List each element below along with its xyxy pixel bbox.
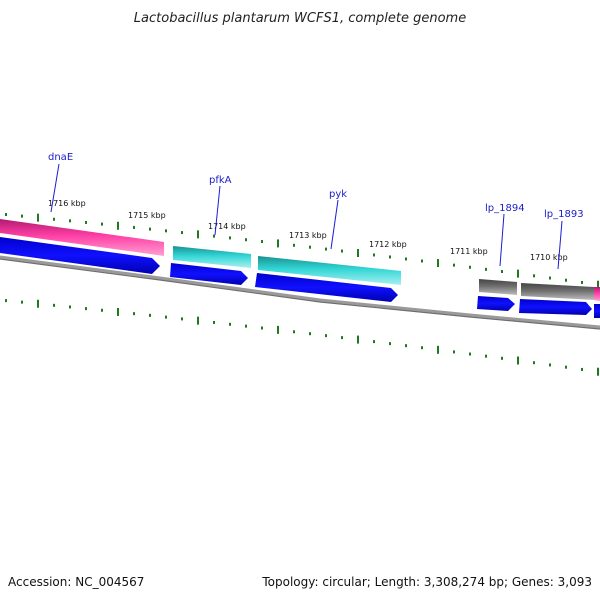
scale-label-1711: 1711 kbp (450, 247, 488, 256)
genome-backbone (0, 255, 600, 330)
scale-label-1714: 1714 kbp (208, 222, 246, 231)
scale-label-1712: 1712 kbp (369, 240, 407, 249)
scale-label-1710: 1710 kbp (530, 253, 568, 262)
callout-line-lp-1894 (499, 213, 505, 267)
cds-arrow-edge[interactable] (594, 304, 600, 318)
callout-line-pyk (330, 199, 339, 250)
gene-feature-track (0, 219, 600, 301)
gene-label-lp-1894[interactable]: lp_1894 (485, 203, 525, 214)
callout-line-pfka (214, 185, 221, 236)
callout-line-lp-1893 (557, 220, 563, 270)
cds-arrow-pyk[interactable] (255, 273, 398, 302)
gene-label-dnae[interactable]: dnaE (48, 152, 73, 163)
scale-label-1715: 1715 kbp (128, 211, 166, 220)
gene-feature-pyk[interactable] (258, 256, 401, 285)
cds-arrow-dnae[interactable] (0, 237, 160, 274)
cds-arrow-lp-1893[interactable] (519, 299, 592, 315)
scale-labels: 1716 kbp 1715 kbp 1714 kbp 1713 kbp 1712… (48, 199, 568, 262)
scale-label-1716: 1716 kbp (48, 199, 86, 208)
map-title: Lactobacillus plantarum WCFS1, complete … (134, 11, 466, 26)
scale-label-1713: 1713 kbp (289, 231, 327, 240)
gene-label-pyk[interactable]: pyk (329, 189, 347, 200)
cds-arrow-pfka[interactable] (170, 263, 248, 285)
scale-ticks-lower (5, 299, 599, 376)
gene-feature-pfka[interactable] (173, 246, 251, 268)
accession-text: Accession: NC_004567 (8, 575, 144, 589)
cds-track (0, 237, 600, 318)
gene-feature-lp-1893[interactable] (521, 283, 594, 300)
gene-feature-dnae[interactable] (0, 219, 164, 256)
gene-feature-lp-1894[interactable] (479, 279, 517, 295)
gene-label-lp-1893[interactable]: lp_1893 (544, 209, 584, 220)
gene-callouts: dnaE pfkA pyk lp_1894 lp_1893 (48, 152, 584, 270)
gene-label-pfka[interactable]: pfkA (209, 175, 232, 186)
genome-summary-text: Topology: circular; Length: 3,308,274 bp… (261, 575, 592, 589)
callout-line-dnae (50, 163, 60, 213)
cds-arrow-lp-1894[interactable] (477, 296, 515, 311)
gene-feature-edge[interactable] (594, 287, 600, 301)
